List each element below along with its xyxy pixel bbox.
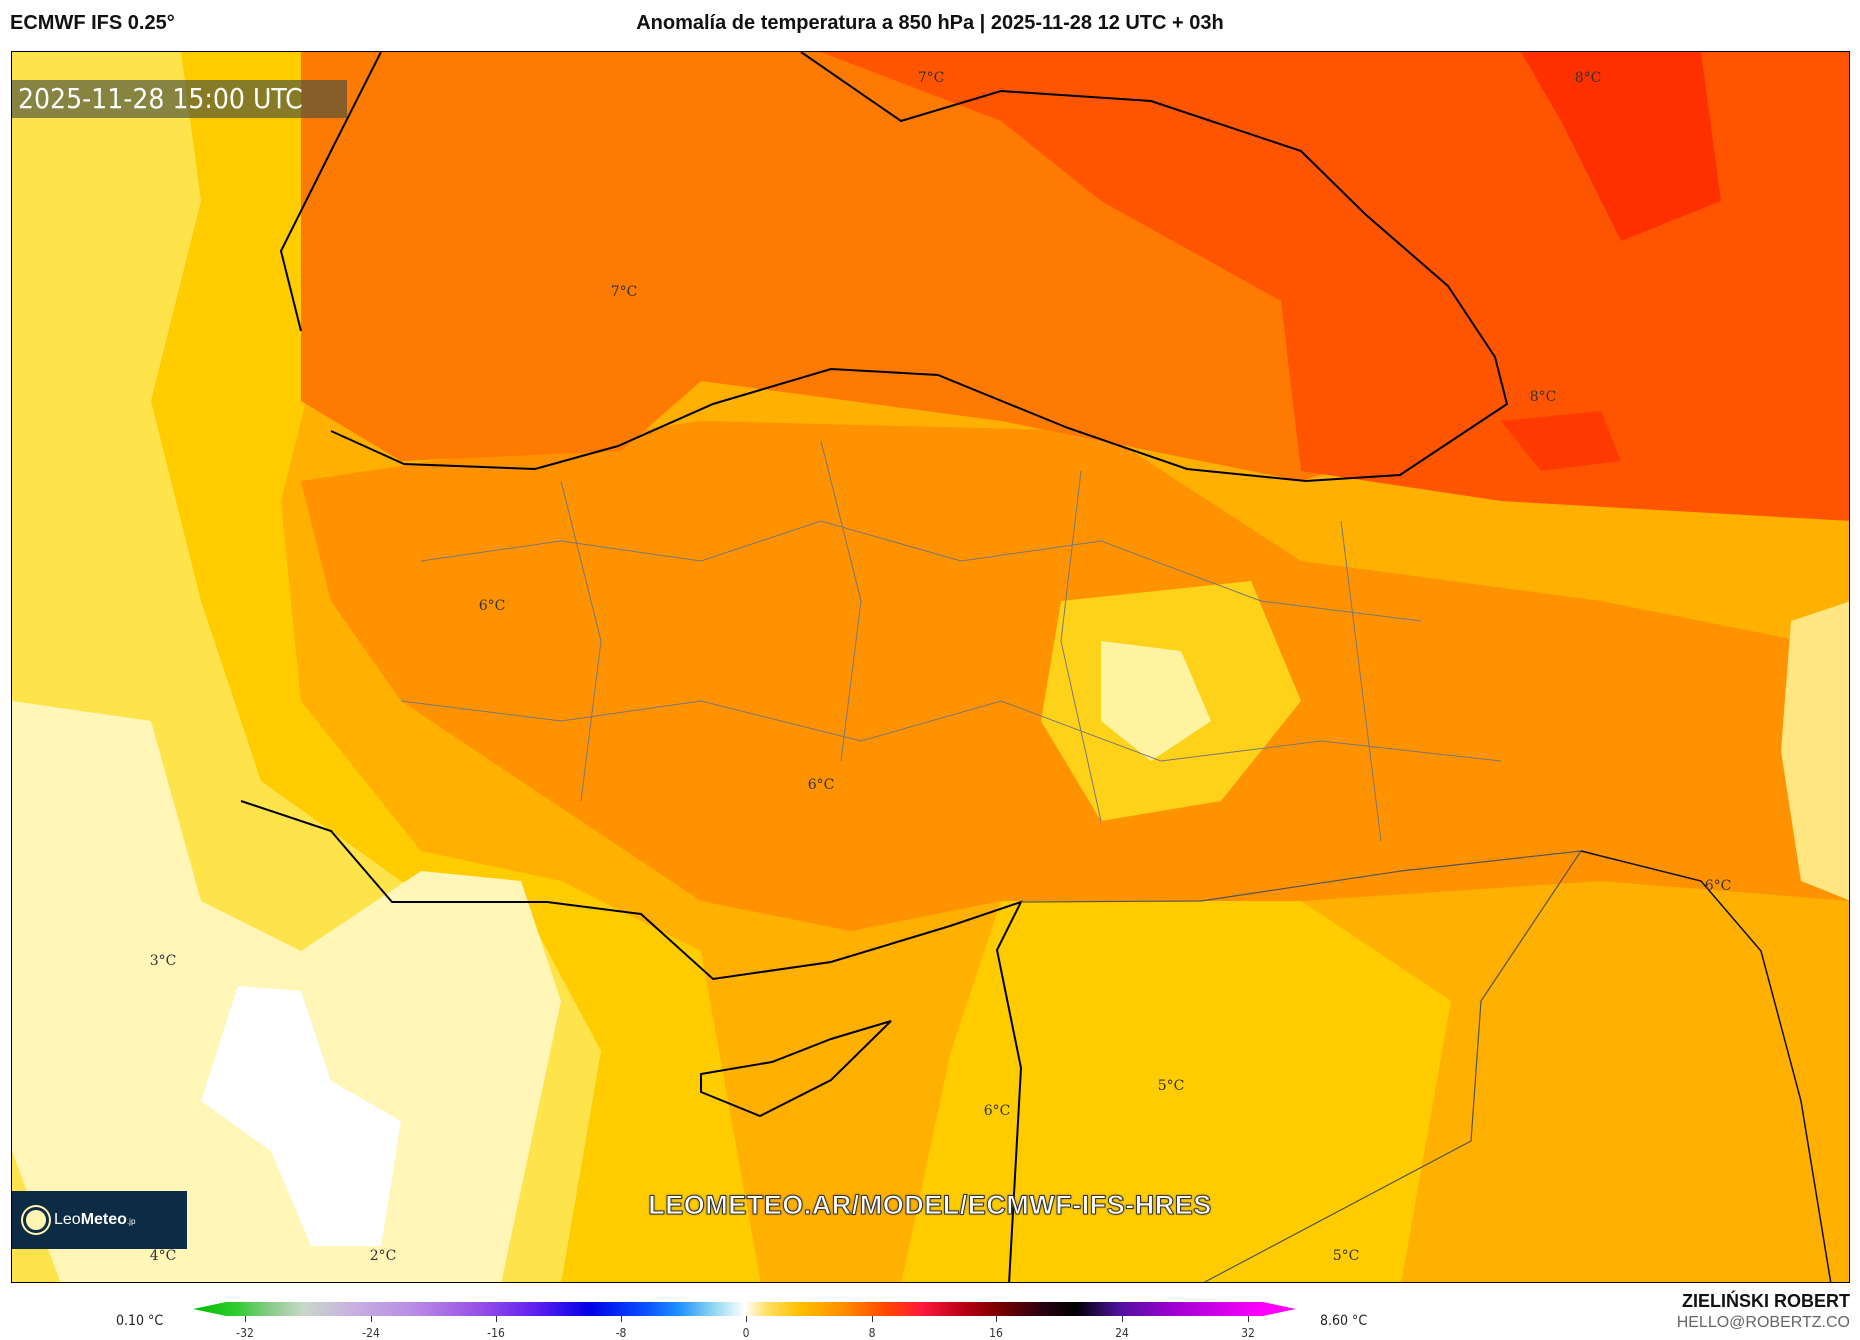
colorbar-tick xyxy=(371,1316,372,1322)
colorbar-tick xyxy=(621,1316,622,1322)
logo-text-light: Leo xyxy=(54,1211,81,1228)
colorbar-tick-label: -24 xyxy=(362,1326,380,1340)
colorbar-tick-label: 0 xyxy=(742,1326,750,1340)
colorbar-tick xyxy=(1122,1316,1123,1322)
coastline-cyprus xyxy=(700,1020,892,1118)
colorbar-tick-label: 32 xyxy=(1241,1326,1255,1340)
chart-title: Anomalía de temperatura a 850 hPa | 2025… xyxy=(636,12,1224,34)
colorbar-tick-label: -16 xyxy=(487,1326,505,1340)
valid-time-stamp: 2025-11-28 15:00 UTC xyxy=(12,80,347,118)
contour-label: 7°C xyxy=(610,284,638,300)
field-pale-far-east xyxy=(1781,601,1849,901)
contour-label: 2°C xyxy=(369,1248,397,1264)
coastline-anatolia-south xyxy=(240,800,1023,1282)
contour-label: 7°C xyxy=(917,70,945,86)
contour-label: 6°C xyxy=(1704,878,1732,894)
colorbar-tick-label: -32 xyxy=(236,1326,254,1340)
field-yellow-southeast xyxy=(901,901,1451,1282)
contour-label: 8°C xyxy=(1574,70,1602,86)
contour-label: 6°C xyxy=(807,777,835,793)
colorbar-max-label: 8.60 °C xyxy=(1320,1313,1368,1329)
colorbar-tick xyxy=(996,1316,997,1322)
contour-label: 3°C xyxy=(149,953,177,969)
colorbar-tick xyxy=(746,1316,747,1322)
contour-label: 4°C xyxy=(149,1248,177,1264)
colorbar-tick xyxy=(1248,1316,1249,1322)
map-panel: 2025-11-28 15:00 UTC 7°C 8°C 7°C 8°C 6°C… xyxy=(11,51,1850,1283)
colorbar-tick xyxy=(245,1316,246,1322)
colorbar-tick-label: 24 xyxy=(1115,1326,1129,1340)
contour-label: 6°C xyxy=(478,598,506,614)
contour-label: 5°C xyxy=(1157,1078,1185,1094)
contour-label: 5°C xyxy=(1332,1248,1360,1264)
colorbar-tick-label: 16 xyxy=(989,1326,1003,1340)
temperature-anomaly-map xyxy=(12,52,1849,1282)
logo-suffix: .jp xyxy=(126,1217,136,1226)
colorbar-min-label: 0.10 °C xyxy=(116,1313,164,1329)
leometeo-logo: LeoMeteo.jp xyxy=(12,1191,187,1249)
watermark-url: LEOMETEO.AR/MODEL/ECMWF-IFS-HRES xyxy=(648,1190,1212,1221)
colorbar-tick xyxy=(496,1316,497,1322)
field-pale-east xyxy=(1101,641,1211,761)
sun-icon xyxy=(26,1210,46,1230)
coastline-blacksea xyxy=(330,52,1509,483)
province-borders xyxy=(400,440,1502,842)
logo-text-bold: Meteo xyxy=(80,1211,127,1228)
colorbar-tick-label: -8 xyxy=(615,1326,627,1340)
colorbar-tick-label: 8 xyxy=(868,1326,876,1340)
model-name: ECMWF IFS 0.25° xyxy=(10,12,175,34)
colorbar xyxy=(193,1302,1296,1316)
field-red-hotspot xyxy=(1521,52,1721,241)
colorbar-tick xyxy=(872,1316,873,1322)
field-red-hotspot-2 xyxy=(1501,411,1621,471)
author-name: ZIELIŃSKI ROBERT xyxy=(1681,1291,1850,1311)
contour-label: 6°C xyxy=(983,1103,1011,1119)
field-white-southwest xyxy=(201,986,401,1246)
border-iran xyxy=(1580,850,1832,1282)
author-email: HELLO@ROBERTZ.CO xyxy=(1676,1314,1850,1331)
coastline-blacksea-south xyxy=(279,52,382,332)
contour-label: 8°C xyxy=(1529,389,1557,405)
